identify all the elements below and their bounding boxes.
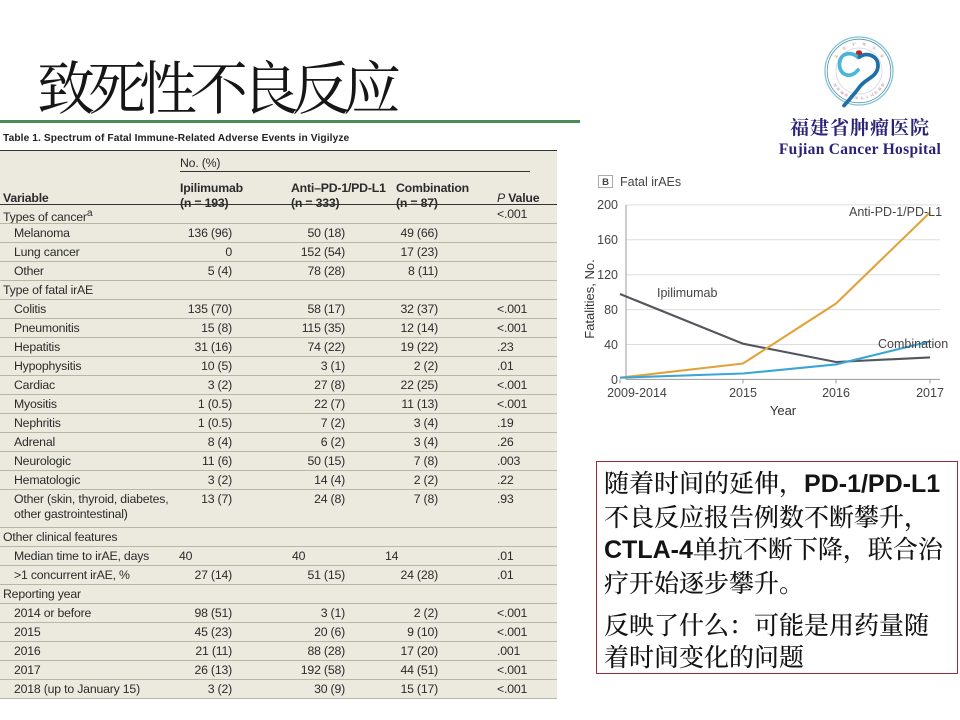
svg-text:Year: Year	[770, 403, 797, 418]
svg-text:2009-2014: 2009-2014	[607, 386, 667, 400]
svg-text:Anti-PD-1/PD-L1: Anti-PD-1/PD-L1	[849, 205, 942, 219]
svg-text:2017: 2017	[916, 386, 944, 400]
svg-text:2016: 2016	[822, 386, 850, 400]
svg-text:80: 80	[604, 303, 618, 317]
svg-text:200: 200	[597, 198, 618, 212]
svg-text:40: 40	[604, 338, 618, 352]
svg-text:160: 160	[597, 233, 618, 247]
svg-text:2015: 2015	[729, 386, 757, 400]
svg-text:Combination: Combination	[878, 337, 948, 351]
svg-text:Fatalities, No.: Fatalities, No.	[582, 259, 597, 338]
svg-text:Ipilimumab: Ipilimumab	[657, 286, 717, 300]
svg-text:120: 120	[597, 268, 618, 282]
svg-text:0: 0	[611, 373, 618, 387]
